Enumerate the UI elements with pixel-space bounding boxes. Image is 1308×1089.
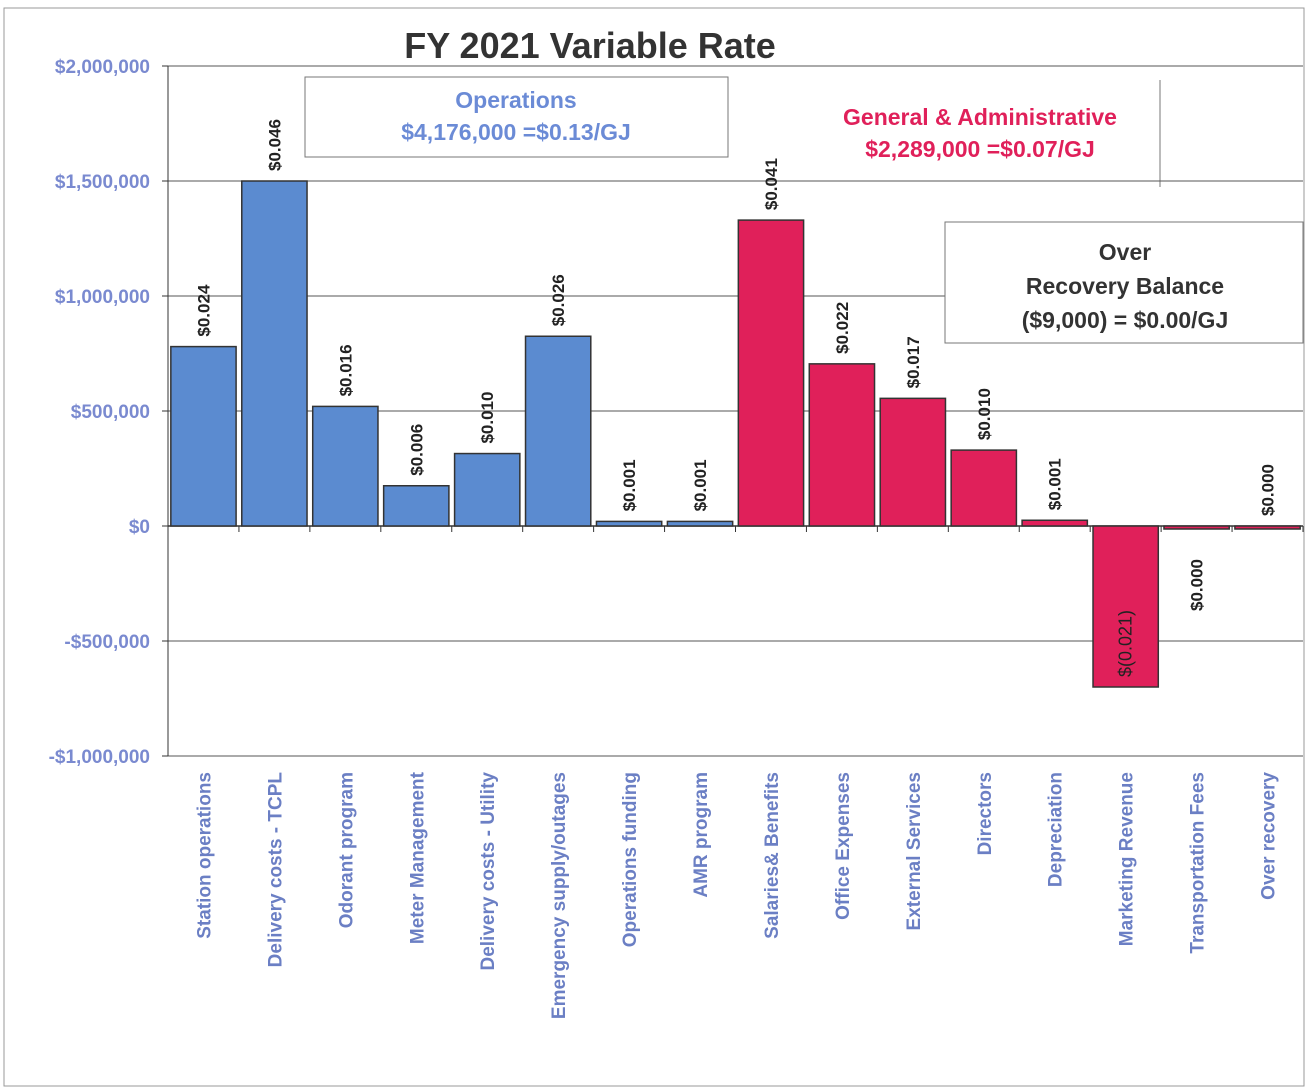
bar	[595, 520, 663, 527]
value-label: $0.000	[1259, 464, 1278, 516]
bar	[382, 485, 450, 527]
bar	[879, 397, 947, 527]
bar	[453, 452, 521, 527]
value-label: $(0.021)	[1116, 610, 1136, 677]
y-tick-label: $0	[129, 517, 150, 538]
y-tick-label: $500,000	[71, 402, 150, 423]
value-label: $0.016	[336, 344, 355, 396]
x-tick-label: Delivery costs - TCPL	[265, 772, 286, 968]
value-label: $0.001	[691, 459, 710, 511]
annotation-box	[803, 80, 1160, 187]
bar	[808, 363, 876, 527]
x-tick-label: External Services	[904, 772, 925, 930]
x-tick-label: Depreciation	[1046, 772, 1067, 887]
annotation: General & Administrative	[843, 104, 1117, 130]
value-label: $0.024	[194, 284, 213, 337]
x-tick-label: Office Expenses	[833, 772, 854, 920]
value-label: $0.001	[1046, 458, 1065, 510]
annotation: $2,289,000 =$0.07/GJ	[865, 136, 1095, 162]
x-tick-label: Delivery costs - Utility	[478, 772, 499, 971]
x-tick-label: Odorant program	[336, 772, 357, 928]
value-label: $0.026	[549, 274, 568, 326]
bar	[666, 520, 734, 527]
y-tick-label: $1,000,000	[55, 287, 150, 308]
annotation-box	[304, 76, 729, 158]
annotation: ($9,000) = $0.00/GJ	[1022, 307, 1229, 333]
x-tick-label: Emergency supply/outages	[549, 772, 570, 1019]
x-tick-label: Meter Management	[407, 771, 428, 944]
value-label: $0.010	[478, 392, 497, 444]
bar	[241, 180, 308, 527]
value-label: $0.010	[975, 388, 994, 440]
y-tick-label: -$1,000,000	[49, 747, 150, 768]
x-tick-label: Salaries& Benefits	[762, 772, 783, 939]
bar	[170, 345, 237, 527]
annotation: $4,176,000 =$0.13/GJ	[401, 119, 631, 145]
annotation-box	[944, 221, 1304, 344]
value-label: $0.000	[1188, 559, 1207, 611]
bar	[524, 335, 592, 527]
x-tick-label: Over recovery	[1259, 772, 1280, 900]
frame	[3, 7, 1305, 1087]
value-label: $0.046	[265, 119, 284, 171]
bar	[950, 449, 1018, 527]
value-label: $0.001	[620, 459, 639, 511]
x-tick-label: Transportation Fees	[1188, 772, 1209, 954]
value-label: $0.017	[904, 336, 923, 388]
x-tick-label: Station operations	[194, 772, 215, 939]
bar	[311, 405, 379, 527]
x-tick-label: Operations funding	[620, 772, 641, 947]
bar	[1092, 525, 1160, 688]
value-label: $0.006	[407, 424, 426, 476]
y-tick-label: -$500,000	[64, 632, 150, 653]
bar	[737, 219, 805, 527]
bar	[1234, 525, 1301, 530]
x-tick-label: Directors	[975, 772, 996, 855]
annotation: Operations	[455, 87, 576, 113]
value-label: $0.041	[762, 158, 781, 210]
bar	[1163, 525, 1230, 530]
y-tick-label: $1,500,000	[55, 172, 150, 193]
x-tick-label: Marketing Revenue	[1117, 772, 1138, 946]
annotation: Recovery Balance	[1026, 273, 1224, 299]
bar	[1021, 519, 1089, 527]
y-tick-label: $2,000,000	[55, 57, 150, 78]
annotation: Over	[1099, 239, 1151, 265]
chart-title: FY 2021 Variable Rate	[404, 25, 776, 66]
value-label: $0.022	[833, 302, 852, 354]
x-tick-label: AMR program	[691, 772, 712, 898]
